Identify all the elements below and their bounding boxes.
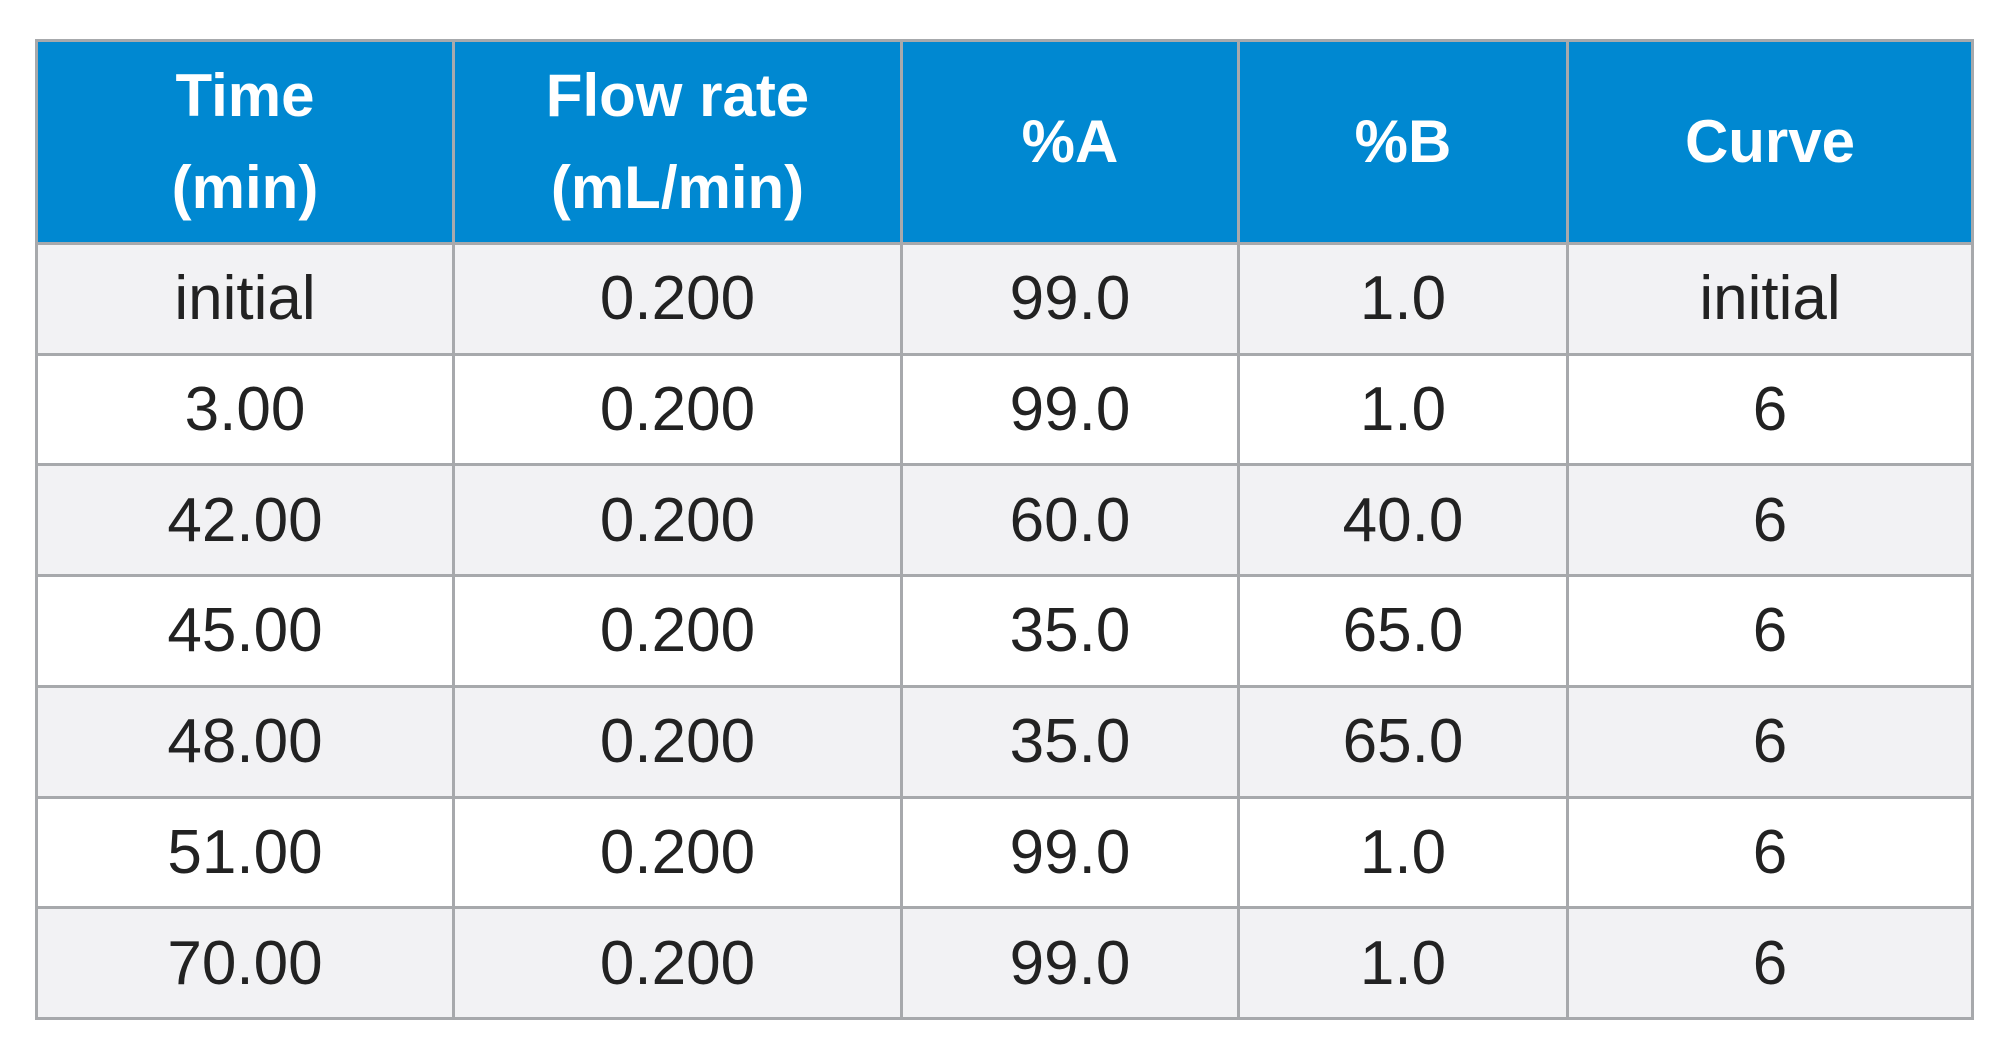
header-curve-label: Curve [1684, 108, 1856, 175]
cell-flow-rate: 0.200 [452, 574, 903, 688]
table-row: 3.00 0.200 99.0 1.0 6 [35, 352, 1974, 467]
table-body: initial 0.200 99.0 1.0 initial 3.00 0.20… [35, 242, 1974, 1020]
table-row: 48.00 0.200 35.0 65.0 6 [35, 684, 1974, 799]
cell-flow-rate: 0.200 [452, 242, 903, 356]
cell-time: 70.00 [35, 906, 455, 1020]
cell-curve: 6 [1566, 684, 1974, 799]
cell-percent-a: 35.0 [900, 574, 1240, 688]
cell-curve: 6 [1566, 463, 1974, 578]
table-row: 51.00 0.200 99.0 1.0 6 [35, 795, 1974, 910]
header-percent-a: %A [900, 39, 1240, 245]
cell-percent-b: 1.0 [1237, 795, 1569, 910]
cell-percent-a: 99.0 [900, 795, 1240, 910]
cell-percent-b: 1.0 [1237, 906, 1569, 1020]
table-row: initial 0.200 99.0 1.0 initial [35, 242, 1974, 356]
cell-flow-rate: 0.200 [452, 684, 903, 799]
cell-time: initial [35, 242, 455, 356]
header-flow-rate: Flow rate (mL/min) [452, 39, 903, 245]
header-curve: Curve [1566, 39, 1974, 245]
cell-flow-rate: 0.200 [452, 463, 903, 578]
cell-time: 48.00 [35, 684, 455, 799]
cell-flow-rate: 0.200 [452, 795, 903, 910]
table-row: 70.00 0.200 99.0 1.0 6 [35, 906, 1974, 1020]
cell-curve: 6 [1566, 906, 1974, 1020]
cell-flow-rate: 0.200 [452, 352, 903, 467]
cell-percent-b: 40.0 [1237, 463, 1569, 578]
cell-time: 45.00 [35, 574, 455, 688]
header-time-unit: (min) [171, 154, 319, 221]
cell-percent-b: 1.0 [1237, 352, 1569, 467]
cell-time: 3.00 [35, 352, 455, 467]
cell-percent-a: 35.0 [900, 684, 1240, 799]
cell-percent-a: 60.0 [900, 463, 1240, 578]
header-flow-rate-label: Flow rate [545, 62, 810, 129]
cell-curve: initial [1566, 242, 1974, 356]
header-row: Time (min) Flow rate (mL/min) %A %B Curv… [35, 39, 1974, 245]
header-flow-rate-unit: (mL/min) [550, 154, 805, 221]
gradient-table: Time (min) Flow rate (mL/min) %A %B Curv… [35, 39, 1974, 1020]
cell-time: 42.00 [35, 463, 455, 578]
cell-percent-a: 99.0 [900, 906, 1240, 1020]
cell-curve: 6 [1566, 574, 1974, 688]
table-row: 45.00 0.200 35.0 65.0 6 [35, 574, 1974, 688]
header-percent-a-label: %A [1021, 108, 1119, 175]
table-header: Time (min) Flow rate (mL/min) %A %B Curv… [35, 39, 1974, 245]
header-percent-b: %B [1237, 39, 1569, 245]
cell-percent-b: 1.0 [1237, 242, 1569, 356]
header-time: Time (min) [35, 39, 455, 245]
cell-flow-rate: 0.200 [452, 906, 903, 1020]
header-time-label: Time [175, 62, 315, 129]
header-percent-b-label: %B [1354, 108, 1452, 175]
cell-curve: 6 [1566, 795, 1974, 910]
cell-curve: 6 [1566, 352, 1974, 467]
cell-percent-a: 99.0 [900, 242, 1240, 356]
cell-percent-b: 65.0 [1237, 684, 1569, 799]
table-row: 42.00 0.200 60.0 40.0 6 [35, 463, 1974, 578]
cell-percent-a: 99.0 [900, 352, 1240, 467]
cell-percent-b: 65.0 [1237, 574, 1569, 688]
cell-time: 51.00 [35, 795, 455, 910]
